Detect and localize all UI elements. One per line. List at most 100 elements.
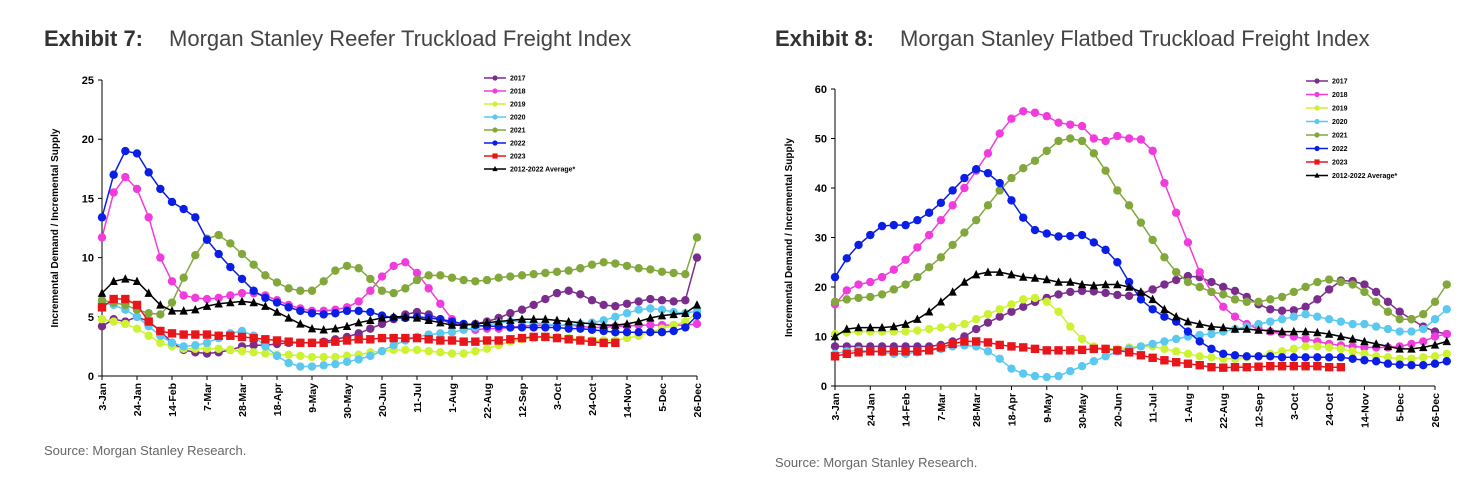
data-point	[191, 330, 200, 339]
data-point	[1066, 120, 1075, 129]
data-point	[412, 268, 422, 278]
data-point	[1242, 362, 1251, 372]
data-point	[1101, 136, 1110, 146]
data-point	[144, 168, 153, 177]
x-tick-label: 7-Mar	[936, 393, 948, 421]
data-point	[599, 258, 608, 267]
x-tick-label: 22-Aug	[1218, 393, 1230, 429]
data-point	[681, 323, 690, 332]
data-point	[1007, 196, 1016, 205]
data-point	[1160, 337, 1169, 346]
data-point	[1313, 312, 1322, 321]
y-axis-label: Incremental Demand / Incremental Supply	[50, 128, 61, 327]
data-point	[354, 264, 363, 273]
data-point	[1266, 317, 1275, 326]
data-point	[1054, 136, 1063, 146]
data-point	[576, 318, 585, 327]
data-point	[1277, 292, 1287, 302]
data-point	[202, 330, 212, 339]
data-point	[854, 240, 863, 250]
data-point	[1042, 112, 1051, 121]
data-point	[1042, 274, 1051, 284]
data-point	[866, 322, 875, 332]
data-point	[1019, 369, 1028, 378]
data-point	[1383, 353, 1393, 362]
data-point	[877, 272, 887, 282]
legend-label: 2021	[1332, 133, 1348, 140]
data-point	[1301, 282, 1310, 292]
data-point	[97, 296, 107, 305]
data-point	[331, 323, 340, 333]
data-point	[1066, 346, 1075, 355]
data-point	[1066, 287, 1075, 297]
data-point	[1254, 352, 1263, 361]
data-point	[214, 344, 223, 353]
data-point	[342, 261, 352, 271]
data-point	[564, 316, 573, 326]
source-note: Source: Morgan Stanley Research.	[44, 443, 247, 458]
data-point	[587, 319, 597, 328]
legend-marker	[1314, 91, 1320, 98]
data-point	[1360, 336, 1369, 346]
data-point	[936, 323, 946, 332]
y-tick-label: 25	[82, 75, 94, 87]
data-point	[1336, 353, 1346, 362]
data-point	[1254, 325, 1263, 334]
data-point	[1195, 267, 1204, 277]
data-point	[296, 351, 305, 361]
data-point	[1419, 361, 1428, 370]
data-point	[109, 276, 118, 285]
data-point	[249, 341, 258, 350]
data-point	[1301, 326, 1310, 336]
data-point	[1336, 331, 1346, 341]
data-point	[1230, 324, 1240, 333]
data-point	[657, 267, 667, 277]
legend-marker	[1314, 105, 1320, 111]
data-point	[121, 294, 130, 304]
data-point	[377, 313, 387, 322]
legend-marker	[492, 88, 498, 94]
data-point	[1148, 285, 1157, 294]
data-point	[447, 320, 457, 329]
data-point	[401, 258, 410, 267]
data-point	[552, 333, 562, 343]
data-point	[983, 267, 993, 276]
data-point	[1313, 327, 1322, 337]
data-point	[144, 331, 153, 340]
data-point	[611, 312, 620, 321]
legend-label: 2018	[1332, 92, 1348, 99]
data-point	[1077, 345, 1087, 355]
data-point	[377, 346, 387, 356]
data-point	[854, 293, 863, 303]
data-point	[1030, 344, 1040, 354]
data-point	[924, 230, 934, 240]
exhibit-label: Exhibit 7:	[44, 26, 144, 51]
data-point	[1313, 277, 1322, 287]
data-point	[552, 288, 562, 298]
data-point	[587, 296, 597, 305]
data-point	[669, 320, 678, 330]
reefer-chart: 0 5 10 15 20 25 3-Jan 24-Jan 14-Feb 7-Mar 28-Mar 18…	[50, 75, 704, 419]
data-point	[1419, 337, 1428, 346]
data-point	[913, 215, 922, 225]
data-point	[634, 305, 643, 314]
data-point	[517, 323, 527, 332]
series-2022	[97, 146, 702, 337]
data-point	[971, 164, 981, 174]
series-2021	[97, 230, 702, 319]
data-point	[576, 290, 585, 299]
data-point	[1407, 354, 1416, 363]
x-tick-label: 26-Dec	[692, 383, 704, 418]
data-point	[237, 332, 247, 342]
data-point	[249, 297, 258, 307]
data-point	[459, 275, 468, 285]
data-point	[471, 277, 480, 286]
data-point	[389, 333, 398, 343]
data-point	[1383, 341, 1393, 351]
data-point	[983, 310, 993, 319]
data-point	[214, 230, 223, 240]
data-point	[995, 305, 1004, 314]
data-point	[901, 347, 910, 356]
data-point	[377, 319, 387, 329]
data-point	[1348, 334, 1357, 343]
